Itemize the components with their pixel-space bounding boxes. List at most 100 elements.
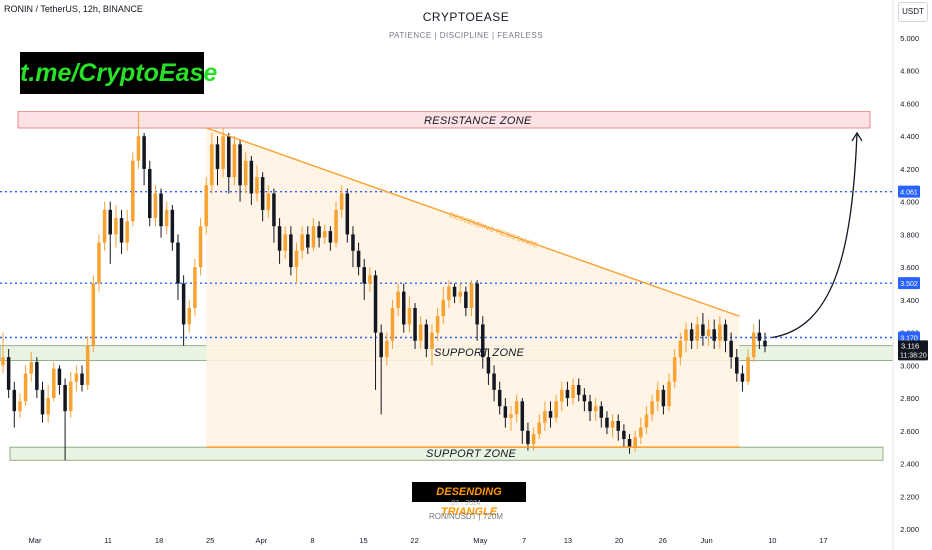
candle-body (424, 324, 429, 349)
x-tick-label: Apr (255, 536, 267, 545)
y-tick-label: 3.400 (900, 296, 919, 305)
candle-body (68, 381, 73, 412)
level-tag-label: 4.061 (900, 190, 918, 197)
symbol-line: RONIN / TetherUS, 12h, BINANCE (4, 4, 143, 14)
descending-resistance-line (206, 127, 740, 317)
candle-body (334, 209, 338, 243)
candle (243, 152, 248, 194)
candle-body (6, 357, 11, 390)
candle (746, 348, 750, 385)
candle (339, 185, 344, 219)
support-zone-upper-label: SUPPORT ZONE (434, 347, 525, 359)
candle-body (210, 144, 214, 186)
candle-body (413, 308, 417, 341)
candle (576, 378, 581, 402)
candle-body (227, 136, 231, 178)
x-axis: Mar 11 18 25 Apr 8 15 22 May 7 13 20 26 Jun 10 17 (29, 536, 828, 545)
candle-body (526, 430, 530, 444)
candle-body (170, 209, 175, 243)
resistance-zone-label: RESISTANCE ZONE (424, 115, 532, 127)
candle (238, 139, 242, 202)
candle-body (193, 267, 197, 309)
y-tick-label: 4.000 (900, 198, 919, 207)
candle-body (181, 283, 186, 325)
candle (757, 319, 762, 349)
candle (170, 204, 175, 251)
candle (554, 394, 558, 423)
candle (475, 280, 479, 341)
candle (430, 324, 434, 366)
candle (701, 312, 705, 346)
candle-body (689, 329, 694, 341)
candle-body (283, 234, 287, 251)
candle (102, 201, 107, 251)
support-zone-lower-label: SUPPORT ZONE (426, 448, 517, 460)
candle (204, 177, 208, 235)
y-tick-label: 2.800 (900, 394, 919, 403)
candle-body (153, 193, 158, 219)
y-tick-label: 4.200 (900, 165, 919, 174)
candle (97, 234, 101, 292)
brand-tagline: PATIENCE | DISCIPLINE | FEARLESS (388, 31, 544, 40)
candle-body (311, 226, 316, 248)
candle-body (757, 332, 762, 341)
last-price-label: 3.116 (901, 341, 919, 350)
candles-layer (1, 111, 767, 461)
candle (497, 381, 502, 415)
candle (452, 283, 457, 304)
candle-body (684, 329, 688, 341)
candle (249, 155, 254, 205)
y-tick-label: 3.600 (900, 263, 919, 272)
candle (385, 332, 389, 366)
candle (85, 335, 90, 390)
candle-body (644, 414, 649, 428)
zone-resistance (17, 111, 871, 129)
candle-body (678, 340, 683, 358)
candle (537, 414, 541, 439)
candle (729, 332, 733, 369)
candle (458, 283, 462, 304)
candle-body (159, 193, 163, 227)
candle-body (520, 401, 525, 431)
candle-body (108, 209, 112, 235)
candle-body (221, 136, 225, 169)
candle (503, 398, 508, 428)
level-tag-label: 3.502 (900, 281, 918, 288)
candle-body (362, 267, 366, 284)
candle-body (187, 308, 192, 325)
candle-body (740, 373, 745, 382)
candle (689, 322, 694, 349)
candle (441, 286, 446, 325)
candle (317, 221, 321, 248)
candle (373, 270, 378, 390)
candle (159, 188, 163, 238)
candle (593, 398, 598, 421)
candle (678, 332, 683, 366)
level-tag (898, 185, 920, 198)
projection-arrowhead (851, 131, 863, 142)
candle-body (605, 417, 609, 428)
candle (718, 316, 722, 349)
candle-body (486, 357, 491, 374)
candle (29, 352, 33, 382)
countdown-label: 11:38:20 (900, 352, 927, 359)
candle (356, 242, 361, 276)
candle (723, 319, 728, 353)
candle-body (249, 160, 254, 194)
candle-body (232, 144, 237, 178)
candle-body (492, 373, 496, 390)
candle-body (12, 389, 17, 412)
candle (221, 128, 225, 178)
candle-body (1, 357, 5, 366)
candle-body (718, 324, 722, 341)
candle-body (729, 340, 733, 358)
candle-body (464, 291, 468, 309)
currency-button[interactable]: USDT (898, 2, 928, 22)
candle-body (204, 185, 208, 227)
candle (656, 381, 660, 412)
candle-body (435, 316, 440, 333)
x-tick-label: 11 (104, 536, 112, 545)
candle-body (593, 406, 598, 412)
candle (633, 430, 637, 453)
x-tick-label: 20 (615, 536, 623, 545)
